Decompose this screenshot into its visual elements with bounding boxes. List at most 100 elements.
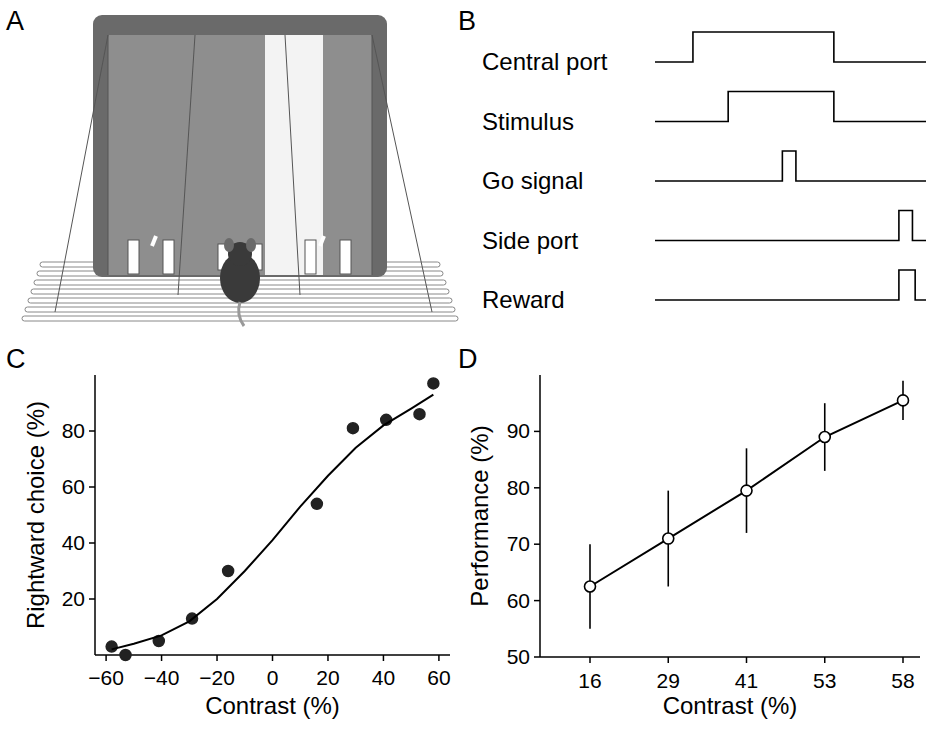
data-point — [106, 641, 117, 652]
data-line — [590, 400, 903, 586]
x-tick-label: 40 — [372, 666, 395, 689]
timing-waveform — [655, 211, 926, 241]
x-tick — [216, 655, 218, 661]
x-tick — [383, 655, 385, 661]
y-axis-title: Rightward choice (%) — [22, 401, 49, 629]
spout — [152, 236, 156, 246]
stimulus-bar — [265, 35, 323, 275]
apparatus-illustration — [22, 15, 458, 326]
data-point — [223, 566, 234, 577]
y-tick-label: 20 — [62, 587, 85, 610]
monitor-screen — [108, 35, 372, 275]
y-axis — [539, 375, 541, 657]
side-port — [340, 240, 351, 274]
x-tick-label: −60 — [88, 666, 124, 689]
x-tick — [746, 657, 748, 663]
wall-edge — [372, 35, 373, 275]
panel-letter: D — [458, 344, 478, 374]
data-point — [120, 650, 131, 661]
wall-edge — [372, 35, 432, 312]
x-tick — [438, 655, 440, 661]
y-tick-label: 60 — [507, 589, 530, 612]
y-tick — [534, 600, 540, 602]
data-point — [311, 498, 322, 509]
y-tick-label: 90 — [507, 419, 530, 442]
y-tick — [534, 543, 540, 545]
y-axis-title: Performance (%) — [466, 425, 493, 606]
timing-waveform — [655, 92, 926, 122]
x-axis-title: Contrast (%) — [205, 692, 340, 719]
x-tick-label: 53 — [813, 669, 836, 692]
side-port — [163, 240, 174, 274]
data-point — [585, 581, 596, 592]
x-tick — [668, 657, 670, 663]
x-tick — [327, 655, 329, 661]
panel-d: 16 29 41 53 58 50 60 70 80 90 Contrast (%) Performa… — [466, 375, 920, 719]
x-tick-label: 41 — [735, 669, 758, 692]
y-tick — [534, 487, 540, 489]
x-tick — [105, 655, 107, 661]
x-tick-label: −20 — [199, 666, 235, 689]
y-tick — [89, 430, 95, 432]
data-point — [663, 533, 674, 544]
x-axis — [540, 656, 920, 658]
panel-letter: B — [458, 6, 476, 36]
x-tick-label: 0 — [267, 666, 279, 689]
x-tick — [824, 657, 826, 663]
y-tick — [534, 656, 540, 658]
y-tick-label: 80 — [507, 476, 530, 499]
x-tick — [161, 655, 163, 661]
data-point — [819, 432, 830, 443]
x-tick-label: 58 — [891, 669, 914, 692]
wall-edge — [178, 35, 195, 295]
x-tick-label: 16 — [578, 669, 601, 692]
rat-tail — [239, 302, 244, 326]
timing-waveform — [655, 270, 926, 300]
y-tick-label: 80 — [62, 419, 85, 442]
wall-edge — [108, 35, 109, 275]
y-tick — [89, 598, 95, 600]
side-port — [305, 240, 316, 274]
timing-label: Reward — [482, 286, 565, 313]
x-tick-label: −40 — [144, 666, 180, 689]
y-tick-label: 60 — [62, 475, 85, 498]
x-tick — [272, 655, 274, 661]
spout — [320, 236, 324, 246]
plot-area — [585, 381, 909, 629]
rat-ear — [224, 238, 234, 252]
x-axis-title: Contrast (%) — [663, 692, 798, 719]
timing-label: Side port — [482, 227, 578, 254]
data-point — [741, 485, 752, 496]
timing-waveform — [655, 151, 926, 181]
figure: A B C D Central port Stimulus Go signal Side po… — [0, 0, 936, 730]
x-tick — [589, 657, 591, 663]
x-tick-label: 60 — [427, 666, 450, 689]
y-tick — [534, 431, 540, 433]
x-tick-label: 29 — [657, 669, 680, 692]
panel-letter: A — [6, 6, 24, 36]
data-point — [428, 378, 439, 389]
timing-diagram: Central port Stimulus Go signal Side port Re… — [482, 32, 926, 313]
data-point — [347, 423, 358, 434]
x-tick-label: 20 — [316, 666, 339, 689]
panel-letter: C — [6, 344, 26, 374]
side-port — [128, 240, 139, 274]
monitor-frame — [93, 15, 387, 277]
y-tick — [89, 486, 95, 488]
y-tick-label: 50 — [507, 645, 530, 668]
panel-c: −60 −40 −20 0 20 40 60 20 40 60 80 Contrast (%) Righ… — [22, 375, 451, 719]
y-tick-label: 40 — [62, 531, 85, 554]
timing-label: Central port — [482, 48, 608, 75]
fit-curve — [112, 395, 434, 650]
timing-label: Stimulus — [482, 108, 574, 135]
timing-label: Go signal — [482, 167, 583, 194]
rat-ear — [246, 238, 256, 252]
x-tick — [902, 657, 904, 663]
y-tick — [89, 542, 95, 544]
data-point — [898, 395, 909, 406]
wall-edge — [55, 35, 108, 312]
y-tick-label: 70 — [507, 532, 530, 555]
wall-edge — [285, 35, 300, 295]
data-point — [414, 409, 425, 420]
y-axis — [94, 375, 96, 655]
